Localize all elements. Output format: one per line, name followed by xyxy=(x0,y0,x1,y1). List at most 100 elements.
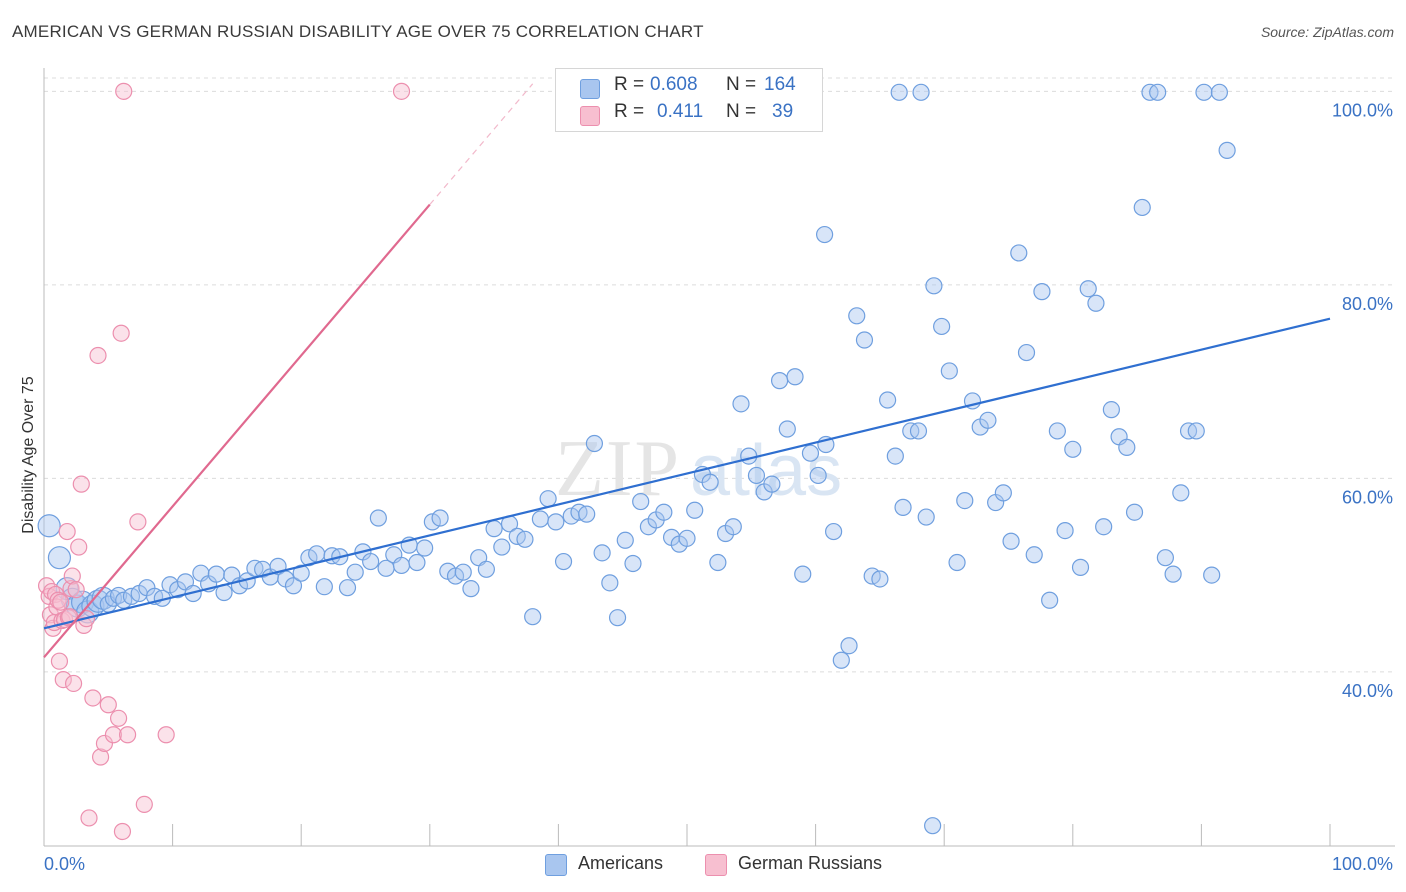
data-points xyxy=(37,82,1236,841)
american-point xyxy=(894,498,912,516)
american-point xyxy=(616,531,634,549)
german-russian-point xyxy=(50,652,69,670)
stats-row-americans: R = 0.608 N = 164 xyxy=(556,74,822,102)
american-point xyxy=(423,513,441,531)
r-value: 0.608 xyxy=(650,74,698,95)
american-point xyxy=(47,546,72,570)
stats-swatch-german-russians xyxy=(580,106,600,126)
x-tick-label-start: 0.0% xyxy=(44,854,85,874)
american-point xyxy=(686,501,704,519)
american-point xyxy=(1102,401,1120,419)
german-russian-point xyxy=(75,616,93,635)
american-point xyxy=(1064,440,1082,458)
german-russian-trend-line-extension xyxy=(429,83,534,205)
american-point xyxy=(1187,422,1205,440)
legend-label-americans: Americans xyxy=(578,853,664,873)
german-russian-point xyxy=(129,513,147,531)
american-point xyxy=(1149,83,1167,101)
american-point xyxy=(809,466,827,485)
american-point xyxy=(1118,438,1136,456)
german-russian-point xyxy=(54,670,72,689)
r-label: R = xyxy=(614,74,645,95)
stats-row-german-russians: R = 0.411 N = 39 xyxy=(556,101,822,129)
american-point xyxy=(1033,283,1051,301)
american-point xyxy=(979,411,997,429)
american-point xyxy=(1133,198,1151,217)
american-point xyxy=(554,552,573,571)
tick-labels: 40.0% 60.0% 80.0% 100.0% 0.0% 100.0% xyxy=(44,100,1393,874)
legend-label-german-russians: German Russians xyxy=(738,853,883,873)
stats-swatch-americans xyxy=(580,79,600,99)
german-russian-point xyxy=(115,82,133,100)
axes xyxy=(43,68,1395,847)
legend-swatch-americans xyxy=(545,854,567,876)
american-point xyxy=(369,509,387,527)
american-point xyxy=(925,277,943,295)
german-russian-point xyxy=(91,748,110,766)
american-point xyxy=(516,530,534,548)
american-point xyxy=(655,503,673,521)
american-point xyxy=(924,817,942,835)
german-russian-point xyxy=(104,726,123,744)
american-point xyxy=(1087,294,1105,312)
american-point xyxy=(37,514,61,538)
german-russian-point xyxy=(109,709,128,727)
american-point xyxy=(816,225,834,244)
american-point xyxy=(601,574,619,592)
american-point xyxy=(632,492,650,511)
german-russian-point xyxy=(72,475,90,493)
legend-swatch-german-russians xyxy=(705,854,727,876)
german-russian-point xyxy=(112,324,130,342)
german-russian-point xyxy=(99,696,117,714)
american-point xyxy=(678,529,696,547)
american-point xyxy=(1017,343,1036,362)
y-tick-label: 100.0% xyxy=(1332,100,1393,120)
american-point xyxy=(855,331,874,349)
american-point xyxy=(1056,521,1074,540)
american-point xyxy=(308,545,326,563)
american-point xyxy=(879,391,897,409)
n-label: N = xyxy=(726,74,757,95)
german-russian-point xyxy=(64,674,83,693)
american-point xyxy=(485,520,503,538)
american-point xyxy=(1195,83,1213,101)
american-point xyxy=(740,447,758,465)
american-point xyxy=(848,307,866,325)
american-point xyxy=(763,475,781,493)
y-tick-label: 40.0% xyxy=(1342,681,1393,701)
german-russian-point xyxy=(62,580,80,598)
german-russian-point xyxy=(80,809,98,827)
german-russian-trend-line xyxy=(43,203,431,659)
trend-lines xyxy=(43,83,1331,659)
german-russian-point xyxy=(89,346,107,365)
american-point xyxy=(531,510,549,528)
american-point xyxy=(724,518,742,536)
y-tick-label: 80.0% xyxy=(1342,294,1393,314)
german-russian-point xyxy=(84,689,102,707)
american-point xyxy=(701,473,719,491)
american-point xyxy=(709,553,727,572)
american-point xyxy=(1002,532,1020,550)
american-point xyxy=(1041,591,1059,609)
american-point xyxy=(446,567,465,585)
american-point xyxy=(300,549,318,567)
american-point xyxy=(416,539,434,557)
american-point xyxy=(493,538,511,556)
american-point xyxy=(292,564,310,582)
american-point xyxy=(1048,422,1066,440)
american-point xyxy=(1210,83,1229,101)
american-point xyxy=(994,484,1012,502)
american-point xyxy=(1095,518,1113,536)
american-point xyxy=(284,577,303,595)
american-point xyxy=(539,490,557,508)
american-point xyxy=(315,578,333,596)
y-tick-label: 60.0% xyxy=(1342,487,1393,507)
american-point xyxy=(770,372,789,390)
german-russian-point xyxy=(70,538,88,556)
american-point xyxy=(1079,280,1097,298)
american-point xyxy=(732,395,750,413)
american-point xyxy=(909,422,928,440)
american-point xyxy=(940,362,958,380)
r-value: 0.411 xyxy=(657,101,704,122)
chart-title: AMERICAN VS GERMAN RUSSIAN DISABILITY AG… xyxy=(12,22,704,41)
